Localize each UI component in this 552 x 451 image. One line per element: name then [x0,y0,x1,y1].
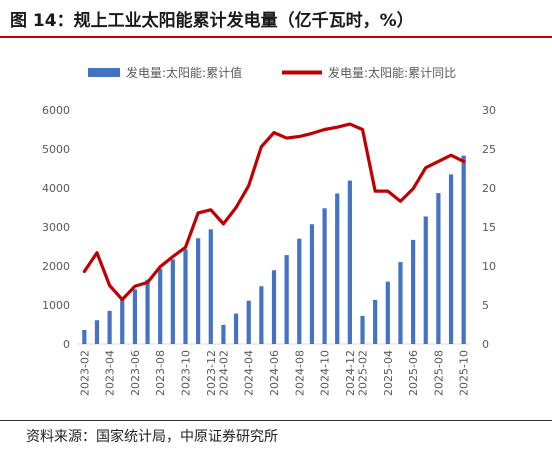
footer-divider [0,420,552,421]
x-tick-label: 2023-08 [154,350,167,396]
x-tick-label: 2025-08 [432,350,445,396]
chart-title: 图 14：规上工业太阳能累计发电量（亿千瓦时，%） [10,11,414,31]
bar [436,193,441,344]
y-right-tick-label: 15 [482,221,496,234]
y-left-tick-label: 5000 [42,143,70,156]
bar-series [82,155,466,344]
bar [271,270,277,344]
x-tick-label: 2023-10 [179,350,192,396]
bar [297,238,302,344]
y-right-tick-label: 10 [482,260,496,273]
bar [347,180,352,344]
bar [132,289,138,344]
x-tick-label: 2023-02 [78,350,91,396]
x-tick-label: 2025-02 [357,350,370,396]
bar [259,286,264,344]
y-right-tick-label: 30 [482,104,496,117]
bar [322,208,327,344]
x-tick-label: 2024-10 [319,350,332,396]
bar [385,281,390,344]
bar [82,329,87,344]
bar [309,224,315,344]
bar [233,313,239,344]
bar [158,268,163,344]
y-left-tick-label: 1000 [42,299,70,312]
y-left-tick-label: 3000 [42,221,70,234]
title-divider [0,36,552,38]
x-tick-label: 2023-04 [104,350,117,396]
bar [398,262,403,344]
y-left-tick-label: 6000 [42,104,70,117]
x-tick-label: 2024-12 [344,350,357,396]
x-tick-label: 2024-06 [268,350,281,396]
line-series [82,122,466,302]
chart-canvas: 发电量:太阳能:累计值 发电量:太阳能:累计同比 0 1000 2000 3000 400… [42,65,496,396]
legend-bar-label: 发电量:太阳能:累计值 [126,65,242,80]
x-tick-label: 2025-10 [458,350,471,396]
bar [196,238,201,344]
bar [94,320,100,344]
bar [461,155,466,344]
y-left-tick-label: 2000 [42,260,70,273]
legend-line-label: 发电量:太阳能:累计同比 [328,65,456,80]
y-right-tick-label: 25 [482,143,496,156]
legend-bar-swatch [88,68,120,77]
x-tick-label: 2023-12 [205,350,218,396]
y-right-tick-label: 0 [482,338,489,351]
source-note: 资料来源：国家统计局，中原证券研究所 [26,429,278,445]
bar [183,249,188,344]
bar [284,255,289,344]
y-right-tick-label: 20 [482,182,496,195]
bar [120,299,125,344]
bar [145,279,150,344]
x-tick-label: 2025-06 [407,350,420,396]
bar [360,315,365,344]
bar [221,324,226,344]
bar [423,216,428,344]
x-tick-label: 2024-08 [293,350,306,396]
y-right-tick-label: 5 [482,299,489,312]
y-left-tick-label: 4000 [42,182,70,195]
bar [410,239,416,344]
bar [208,229,213,344]
bar [335,193,340,344]
bar [246,300,251,344]
bar [373,299,378,344]
x-tick-label: 2024-04 [243,350,256,396]
bar [448,174,454,344]
bar [107,310,112,344]
x-tick-label: 2025-04 [382,350,395,396]
x-tick-label: 2024-02 [217,350,230,396]
chart-axes: 0 1000 2000 3000 4000 5000 6000 0 5 10 15 20 25 30 202… [42,104,496,396]
bar [170,259,175,344]
y-left-tick-label: 0 [63,338,70,351]
x-tick-label: 2023-06 [129,350,142,396]
chart-legend: 发电量:太阳能:累计值 发电量:太阳能:累计同比 [88,65,456,80]
